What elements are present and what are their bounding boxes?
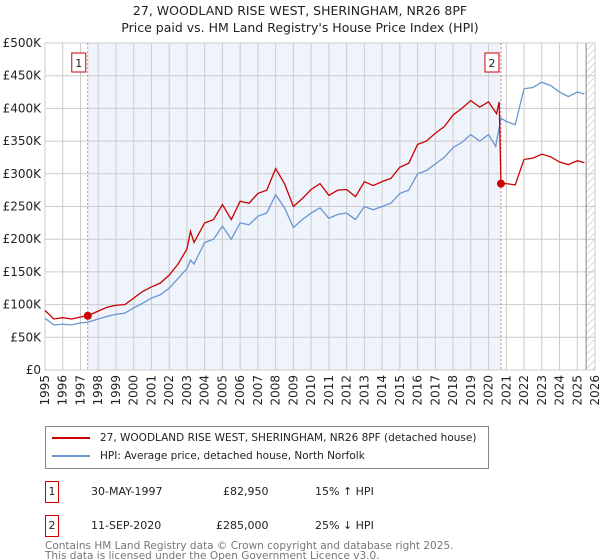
sale-hpi-diff: 25% ↓ HPI — [315, 519, 374, 532]
hpi-line — [44, 81, 585, 326]
x-tick-label: 2019 — [464, 375, 478, 406]
sale-hpi-diff: 15% ↑ HPI — [315, 485, 374, 498]
legend: 27, WOODLAND RISE WEST, SHERINGHAM, NR26… — [45, 426, 489, 469]
sale-price: £285,000 — [216, 519, 269, 532]
x-tick-label: 2026 — [588, 375, 600, 406]
x-tick-label: 1997 — [73, 375, 87, 406]
sale-label: 2 — [488, 57, 495, 70]
x-tick-label: 2005 — [215, 375, 229, 406]
y-tick-label: £100K — [3, 298, 43, 312]
x-tick-label: 2015 — [393, 375, 407, 406]
footer-licence: This data is licensed under the Open Gov… — [45, 550, 380, 560]
y-tick-label: £0 — [26, 363, 41, 377]
x-tick-label: 2021 — [499, 375, 513, 406]
footer-copyright: Contains HM Land Registry data © Crown c… — [45, 540, 454, 552]
x-tick-label: 2004 — [198, 375, 212, 406]
x-tick-label: 2002 — [162, 375, 176, 406]
y-tick-label: £50K — [10, 330, 42, 344]
y-tick-label: £450K — [3, 69, 43, 83]
sale-point — [496, 179, 505, 188]
x-tick-label: 2008 — [269, 375, 283, 406]
sale-price: £82,950 — [223, 485, 269, 498]
x-tick-label: 2003 — [180, 375, 194, 406]
sale-label-box — [484, 52, 500, 73]
sale-label-box — [71, 52, 87, 73]
price-chart: £0 £50K £100K £150K £200K £250K £300K £350K £400… — [3, 36, 600, 406]
y-tick-label: £150K — [3, 265, 43, 279]
legend-label: HPI: Average price, detached house, Nort… — [100, 450, 365, 462]
plot-frame — [44, 42, 596, 371]
property-price-line — [44, 99, 585, 320]
x-tick-label: 2010 — [304, 375, 318, 406]
x-tick-label: 2024 — [553, 375, 567, 406]
x-tick-label: 2023 — [535, 375, 549, 406]
x-tick-label: 2001 — [144, 375, 158, 406]
x-tick-label: 1998 — [91, 375, 105, 406]
sale-date: 30-MAY-1997 — [91, 485, 163, 498]
x-tick-label: 2016 — [411, 375, 425, 406]
x-tick-label: 2025 — [570, 375, 584, 406]
x-tick-label: 1996 — [56, 375, 70, 406]
legend-item-property: 27, WOODLAND RISE WEST, SHERINGHAM, NR26… — [52, 432, 476, 444]
sale-point — [83, 311, 92, 320]
x-tick-label: 2013 — [357, 375, 371, 406]
x-tick-label: 2020 — [482, 375, 496, 406]
legend-label: 27, WOODLAND RISE WEST, SHERINGHAM, NR26… — [100, 432, 477, 444]
y-tick-label: £500K — [3, 36, 43, 50]
x-tick-label: 2007 — [251, 375, 265, 406]
y-tick-label: £200K — [3, 232, 43, 246]
chart-subtitle: Price paid vs. HM Land Registry's House … — [121, 20, 479, 35]
sale-marker-badge: 2 — [45, 515, 59, 537]
x-tick-label: 2012 — [340, 375, 354, 406]
x-tick-label: 2018 — [446, 375, 460, 406]
x-tick-label: 2009 — [286, 375, 300, 406]
y-tick-label: £350K — [3, 134, 43, 148]
x-tick-label: 2000 — [127, 375, 141, 406]
x-tick-label: 2006 — [233, 375, 247, 406]
x-tick-label: 2017 — [428, 375, 442, 406]
x-tick-label: 2014 — [375, 375, 389, 406]
x-tick-label: 1999 — [109, 375, 123, 406]
chart-title: 27, WOODLAND RISE WEST, SHERINGHAM, NR26… — [132, 3, 468, 18]
sale-label: 1 — [75, 57, 82, 70]
x-tick-label: 1995 — [38, 375, 52, 406]
y-tick-label: £250K — [3, 200, 43, 214]
y-tick-label: £300K — [3, 167, 43, 181]
y-tick-label: £400K — [3, 101, 43, 115]
legend-item-hpi: HPI: Average price, detached house, Nort… — [52, 450, 365, 462]
x-tick-label: 2022 — [517, 375, 531, 406]
sale-marker-badge: 1 — [45, 481, 59, 503]
sale-date: 11-SEP-2020 — [91, 519, 162, 532]
x-tick-label: 2011 — [322, 375, 336, 406]
